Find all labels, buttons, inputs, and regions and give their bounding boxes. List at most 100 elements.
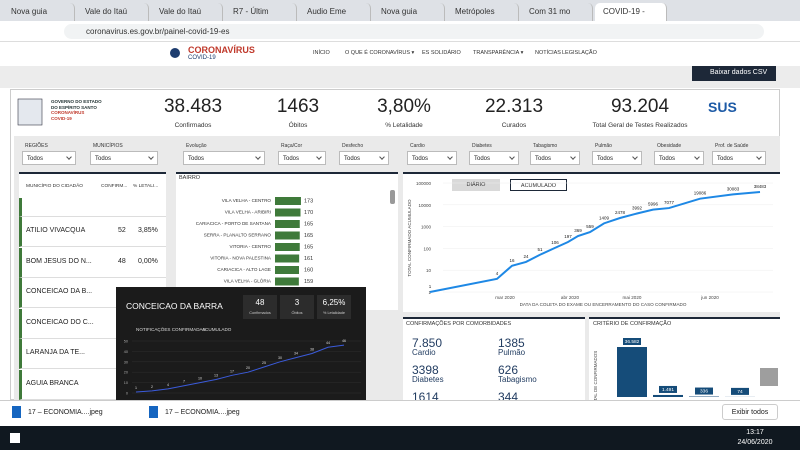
browser-tab[interactable]: Nova guia [3, 3, 75, 21]
filter-dropdown[interactable]: Todos [712, 151, 766, 165]
table-header: CONFIRM... [101, 184, 128, 189]
browser-tab[interactable]: Com 31 mo [521, 3, 593, 21]
bairro-label: VITORIA - NOVA PALESTINA [210, 256, 272, 261]
filter-dropdown[interactable]: Todos [654, 151, 704, 165]
dropdown-chevron [756, 154, 762, 160]
bar-value: 1.491 [662, 387, 674, 393]
point-label: 2 [151, 385, 153, 389]
nav-link[interactable]: NOTÍCIAS [535, 50, 561, 56]
scrollbar [390, 190, 395, 204]
browser-tab[interactable]: Metrópoles [447, 3, 519, 21]
legend-item: ACUMULADO [202, 327, 232, 332]
nav-link[interactable]: O QUE É CORONAVÍRUS ▾ [345, 50, 415, 56]
filter-dropdown[interactable]: Todos [592, 151, 642, 165]
filter-dropdown[interactable]: Todos [469, 151, 519, 165]
site-header [0, 42, 800, 66]
stat-value: 3 [294, 298, 300, 307]
dropdown-chevron [379, 154, 385, 160]
kpi-value: 93.204 [610, 96, 670, 117]
scroll-top-button[interactable] [760, 368, 778, 386]
bar-value: 170 [304, 210, 313, 216]
tooltip-title: CONCEICAO DA BARRA [126, 301, 223, 311]
criterio-chart: TOTAL DE CONFIRMADOS 36.582 1.491 336 74 [593, 338, 755, 407]
dropdown-chevron [632, 154, 638, 160]
bar-value: 160 [304, 268, 313, 274]
toggle-button[interactable]: DIÁRIO [452, 179, 500, 191]
y-tick-label: 1 [428, 290, 431, 295]
table-row[interactable] [19, 247, 166, 278]
table-row[interactable] [19, 369, 166, 400]
browser-tab[interactable]: R7 - Últim [225, 3, 297, 21]
logo-icon [170, 48, 180, 58]
dropdown-chevron [255, 154, 261, 160]
y-tick-label: 10 [124, 381, 128, 385]
csv-button[interactable]: Baixar dados CSV [692, 66, 776, 81]
x-tick-label: mar 2020 [495, 295, 515, 300]
gov-logo-text: GOVERNO DO ESTADO [51, 99, 102, 104]
table-row[interactable] [19, 217, 166, 247]
downloads-bar [0, 400, 800, 426]
filter-dropdown[interactable]: Todos [90, 151, 158, 165]
bar [653, 394, 683, 397]
start-button[interactable] [10, 433, 20, 443]
stat-value: 6,25% [322, 298, 346, 307]
filter-dropdown[interactable]: Todos [22, 151, 76, 165]
y-tick-label: 30 [124, 360, 128, 364]
logo-sub: COVID-19 [188, 55, 216, 61]
header-band [0, 66, 800, 88]
filter-label: Tabagismo [533, 143, 558, 149]
filter-dropdown[interactable]: Todos [407, 151, 457, 165]
point-label: 38 [310, 347, 314, 351]
tooltip: CONCEICAO DA BARRA 48 Confirmados 3 Óbitos 6,… [116, 287, 366, 400]
kpi-value: 3,80% [377, 96, 431, 117]
toggle-button[interactable]: ACUMULADO [510, 179, 567, 191]
kpi-label: Total Geral de Testes Realizados [592, 122, 688, 129]
bar-value: 165 [304, 245, 313, 251]
filter-dropdown[interactable]: Todos [278, 151, 326, 165]
table-row[interactable] [19, 198, 166, 217]
download-item[interactable]: 17 – ECONOMIA....jpeg [28, 409, 103, 416]
x-tick-label: abr 2020 [561, 295, 580, 300]
download-item[interactable]: 17 – ECONOMIA....jpeg [165, 409, 240, 416]
table-cell: BOM JESUS DO N... [26, 257, 92, 265]
point-label: 106 [551, 240, 559, 245]
kpi-label: % Letalidade [385, 122, 423, 129]
nav-link[interactable]: INÍCIO [313, 50, 330, 56]
browser-tab[interactable]: Vale do Itaú [77, 3, 149, 21]
filter-dropdown[interactable]: Todos [183, 151, 265, 165]
point-label: 46 [342, 339, 346, 343]
comorbidity-value: 7.850 [412, 336, 443, 350]
y-tick-label: 100 [423, 246, 431, 251]
bar [275, 197, 301, 205]
logo-virus [170, 48, 180, 58]
filter-dropdown[interactable]: Todos [530, 151, 580, 165]
gov-emblem [17, 98, 43, 126]
browser-tab[interactable]: Audio Eme [299, 3, 371, 21]
url[interactable]: coronavirus.es.gov.br/painel-covid-19-es [86, 27, 230, 36]
file-icon [149, 406, 158, 418]
bar-value: 165 [304, 222, 313, 228]
browser-tab[interactable]: Nova guia [373, 3, 445, 21]
nav-link[interactable]: ES SOLIDÁRIO [422, 50, 461, 56]
filter-dropdown[interactable]: Todos [339, 151, 389, 165]
browser-tab[interactable]: COVID-19 - [595, 3, 667, 21]
accumulated-line [429, 191, 761, 293]
table-row[interactable] [19, 339, 166, 369]
point-label: 13 [214, 373, 218, 377]
nav-link[interactable]: TRANSPARÊNCIA ▾ [473, 50, 524, 56]
table-row[interactable] [19, 308, 166, 339]
point-label: 24 [523, 254, 529, 259]
browser-tab[interactable]: Vale do Itaú [151, 3, 223, 21]
nav-link[interactable]: LEGISLAÇÃO [562, 50, 597, 56]
show-all-button[interactable]: Exibir todos [722, 404, 778, 420]
kpi-value: 1463 [276, 96, 320, 117]
comorbidity-value: 3398 [412, 363, 439, 377]
label-box [731, 387, 749, 395]
table-row[interactable] [19, 278, 166, 308]
emblem-shape [17, 98, 43, 126]
bar [617, 347, 647, 397]
bairro-title: BAIRRO [179, 175, 201, 181]
logo-title: CORONAVÍRUS [188, 45, 255, 55]
stat-value: 48 [255, 298, 265, 307]
gov-logo-text: CORONAVÍRUS [51, 110, 85, 115]
